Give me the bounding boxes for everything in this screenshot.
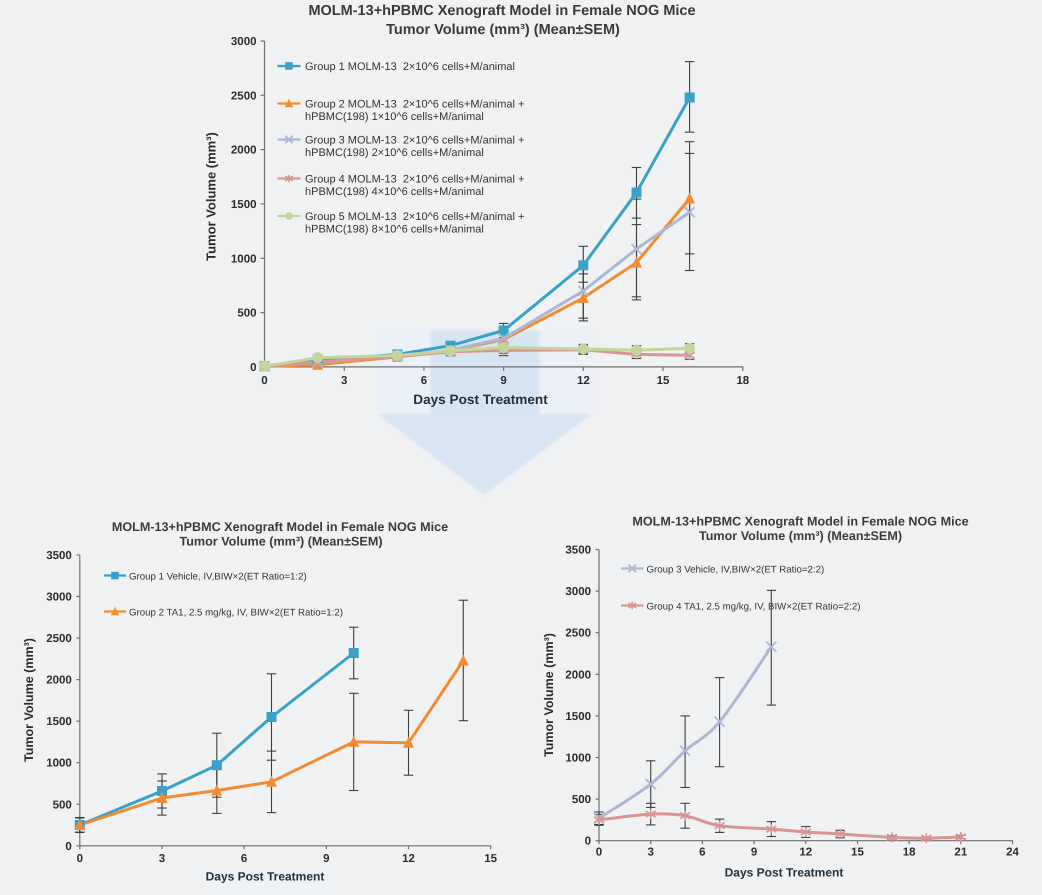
svg-text:12: 12	[402, 853, 415, 865]
svg-text:9: 9	[751, 847, 757, 859]
svg-text:3: 3	[341, 375, 347, 387]
svg-text:500: 500	[53, 799, 72, 811]
svg-text:Group 1 Vehicle, IV,BIW×2(ET R: Group 1 Vehicle, IV,BIW×2(ET Ratio=1:2)	[129, 572, 307, 583]
svg-text:15: 15	[657, 375, 670, 387]
svg-text:1000: 1000	[46, 758, 72, 770]
svg-text:Tumor Volume (mm³): Tumor Volume (mm³)	[22, 638, 36, 762]
svg-text:9: 9	[323, 853, 329, 865]
svg-text:1000: 1000	[231, 253, 257, 265]
svg-text:12: 12	[577, 375, 590, 387]
svg-text:1500: 1500	[46, 716, 72, 728]
svg-text:1500: 1500	[231, 199, 257, 211]
svg-text:6: 6	[241, 853, 247, 865]
svg-text:Group 5 MOLM-13 2×10^6 cells+: Group 5 MOLM-13 2×10^6 cells+M/animal +	[305, 211, 524, 223]
svg-text:2000: 2000	[46, 675, 72, 687]
svg-text:2000: 2000	[565, 669, 591, 681]
svg-text:Days Post Treatment: Days Post Treatment	[206, 870, 325, 884]
svg-text:hPBMC(198) 2×10^6 cells+M/anim: hPBMC(198) 2×10^6 cells+M/animal	[305, 147, 484, 159]
svg-text:Group 3 Vehicle, IV,BIW×2(ET R: Group 3 Vehicle, IV,BIW×2(ET Ratio=2:2)	[647, 565, 825, 576]
svg-text:Days Post Treatment: Days Post Treatment	[413, 392, 548, 407]
svg-text:Group 2 TA1, 2.5 mg/kg, IV, BI: Group 2 TA1, 2.5 mg/kg, IV, BIW×2(ET Rat…	[129, 608, 343, 619]
svg-text:Tumor Volume (mm³) (Mean±SEM): Tumor Volume (mm³) (Mean±SEM)	[179, 535, 382, 549]
svg-text:9: 9	[500, 375, 506, 387]
svg-text:3000: 3000	[231, 36, 257, 48]
svg-text:6: 6	[421, 375, 427, 387]
svg-text:Group 4 MOLM-13 2×10^6 cells+: Group 4 MOLM-13 2×10^6 cells+M/animal +	[305, 174, 524, 186]
svg-text:MOLM-13+hPBMC Xenograft Model: MOLM-13+hPBMC Xenograft Model in Female …	[632, 515, 968, 529]
svg-text:Days Post Treatment: Days Post Treatment	[725, 866, 844, 880]
svg-text:1000: 1000	[565, 753, 591, 765]
svg-text:21: 21	[954, 847, 967, 859]
svg-text:18: 18	[736, 375, 749, 387]
svg-text:12: 12	[799, 847, 812, 859]
svg-text:hPBMC(198) 4×10^6 cells+M/anim: hPBMC(198) 4×10^6 cells+M/animal	[305, 186, 484, 198]
svg-text:0: 0	[585, 836, 591, 848]
svg-text:500: 500	[572, 794, 591, 806]
svg-text:6: 6	[699, 847, 705, 859]
svg-text:MOLM-13+hPBMC Xenograft Model: MOLM-13+hPBMC Xenograft Model in Female …	[308, 3, 695, 19]
svg-text:Tumor Volume (mm³): Tumor Volume (mm³)	[542, 633, 556, 757]
svg-text:3: 3	[647, 847, 653, 859]
svg-text:MOLM-13+hPBMC Xenograft Model: MOLM-13+hPBMC Xenograft Model in Female …	[112, 520, 448, 534]
svg-text:Tumor Volume (mm³) (Mean±SEM): Tumor Volume (mm³) (Mean±SEM)	[386, 22, 620, 38]
svg-text:Group 1 MOLM-13 2×10^6 cells+: Group 1 MOLM-13 2×10^6 cells+M/animal	[305, 61, 515, 73]
svg-text:Group 3 MOLM-13 2×10^6 cells+: Group 3 MOLM-13 2×10^6 cells+M/animal +	[305, 135, 524, 147]
svg-text:24: 24	[1006, 847, 1019, 859]
svg-text:15: 15	[484, 853, 497, 865]
svg-text:1500: 1500	[565, 711, 591, 723]
svg-text:2000: 2000	[231, 145, 257, 157]
svg-text:0: 0	[65, 841, 71, 853]
svg-text:0: 0	[250, 362, 256, 374]
svg-text:0: 0	[261, 375, 267, 387]
svg-text:18: 18	[903, 847, 916, 859]
svg-text:Tumor Volume (mm³): Tumor Volume (mm³)	[204, 132, 219, 261]
svg-text:2500: 2500	[231, 90, 257, 102]
svg-text:hPBMC(198) 8×10^6 cells+M/anim: hPBMC(198) 8×10^6 cells+M/animal	[305, 224, 484, 236]
svg-text:Group 4 TA1, 2.5 mg/kg, IV, BI: Group 4 TA1, 2.5 mg/kg, IV, BIW×2(ET Rat…	[647, 602, 861, 613]
svg-text:0: 0	[77, 853, 83, 865]
svg-text:2500: 2500	[46, 633, 72, 645]
svg-text:hPBMC(198) 1×10^6 cells+M/anim: hPBMC(198) 1×10^6 cells+M/animal	[305, 111, 484, 123]
svg-text:Group 2 MOLM-13 2×10^6 cells+: Group 2 MOLM-13 2×10^6 cells+M/animal +	[305, 99, 524, 111]
svg-text:3000: 3000	[565, 586, 591, 598]
svg-text:500: 500	[237, 308, 256, 320]
svg-text:3000: 3000	[46, 592, 72, 604]
svg-text:3500: 3500	[565, 545, 591, 557]
svg-text:0: 0	[596, 847, 602, 859]
svg-text:2500: 2500	[565, 628, 591, 640]
svg-text:3: 3	[159, 853, 165, 865]
svg-text:15: 15	[851, 847, 864, 859]
svg-text:3500: 3500	[46, 550, 72, 562]
svg-text:Tumor Volume (mm³) (Mean±SEM): Tumor Volume (mm³) (Mean±SEM)	[699, 529, 902, 543]
